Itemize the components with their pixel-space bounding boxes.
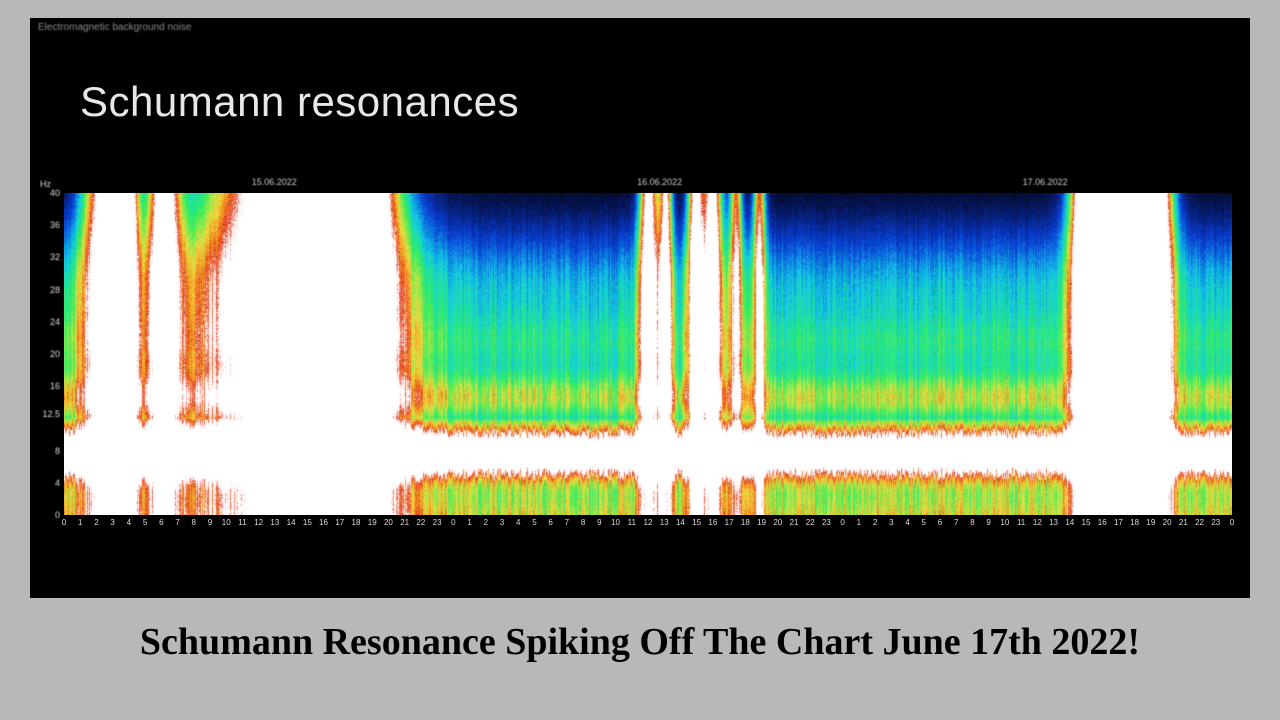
x-tick: 17 [725,518,734,527]
x-axis: 0123456789101112131415161718192021222301… [64,518,1232,532]
date-label: 17.06.2022 [1023,177,1068,187]
y-tick: 8 [55,446,60,456]
x-tick: 4 [127,518,131,527]
x-tick: 11 [1017,518,1025,527]
x-tick: 4 [905,518,909,527]
x-tick: 13 [660,518,669,527]
x-tick: 1 [78,518,82,527]
date-labels-row: 15.06.2022 16.06.2022 17.06.2022 [64,177,1232,191]
image-caption: Schumann Resonance Spiking Off The Chart… [0,620,1280,664]
x-tick: 18 [741,518,750,527]
y-tick: 40 [50,188,60,198]
x-tick: 20 [773,518,782,527]
x-tick: 0 [840,518,844,527]
x-tick: 21 [790,518,799,527]
y-tick: 0 [55,510,60,520]
x-tick: 8 [581,518,585,527]
x-tick: 8 [970,518,974,527]
chart-title: Schumann resonances [80,78,519,126]
x-tick: 11 [628,518,636,527]
x-tick: 0 [62,518,66,527]
x-tick: 14 [1065,518,1074,527]
x-tick: 3 [889,518,893,527]
spectrogram-region: Hz 15.06.202216.06.202217.06.2022 403632… [64,193,1232,558]
x-tick: 7 [175,518,179,527]
y-tick: 36 [50,220,60,230]
x-tick: 22 [806,518,815,527]
x-tick: 7 [565,518,569,527]
x-tick: 2 [873,518,877,527]
x-tick: 22 [1195,518,1204,527]
x-tick: 5 [532,518,536,527]
x-tick: 18 [352,518,361,527]
x-tick: 13 [270,518,279,527]
x-tick: 1 [467,518,471,527]
x-tick: 3 [500,518,504,527]
x-tick: 15 [692,518,701,527]
y-tick: 24 [50,317,60,327]
x-tick: 18 [1130,518,1139,527]
x-tick: 17 [1114,518,1123,527]
x-tick: 4 [516,518,520,527]
x-tick: 0 [1230,518,1234,527]
x-tick: 2 [484,518,488,527]
x-tick: 23 [822,518,831,527]
x-tick: 15 [303,518,312,527]
x-tick: 10 [1000,518,1009,527]
date-label: 15.06.2022 [252,177,297,187]
x-tick: 8 [192,518,196,527]
x-tick: 14 [676,518,685,527]
x-tick: 5 [143,518,147,527]
chart-frame: Electromagnetic background noise Schuman… [30,18,1250,598]
x-tick: 14 [287,518,296,527]
x-tick: 2 [94,518,98,527]
x-tick: 5 [922,518,926,527]
y-tick: 12.5 [42,409,60,419]
x-tick: 19 [1146,518,1155,527]
x-tick: 7 [954,518,958,527]
x-tick: 9 [208,518,212,527]
x-tick: 0 [451,518,455,527]
x-tick: 15 [1082,518,1091,527]
x-tick: 13 [1049,518,1058,527]
x-tick: 9 [597,518,601,527]
x-tick: 16 [1098,518,1107,527]
y-tick: 16 [50,381,60,391]
x-tick: 20 [384,518,393,527]
y-tick: 28 [50,285,60,295]
x-tick: 6 [548,518,552,527]
x-tick: 6 [938,518,942,527]
x-tick: 10 [222,518,231,527]
x-tick: 19 [368,518,377,527]
y-tick: 4 [55,478,60,488]
y-axis: 4036322824201612.5840 [36,193,62,515]
y-tick: 32 [50,252,60,262]
x-tick: 21 [1179,518,1188,527]
header-small-text: Electromagnetic background noise [38,22,191,33]
x-tick: 16 [708,518,717,527]
x-tick: 10 [611,518,620,527]
y-tick: 20 [50,349,60,359]
x-tick: 9 [986,518,990,527]
x-tick: 1 [857,518,861,527]
x-tick: 23 [433,518,442,527]
x-tick: 21 [400,518,409,527]
x-tick: 20 [1163,518,1172,527]
date-label: 16.06.2022 [637,177,682,187]
x-tick: 17 [335,518,344,527]
x-tick: 19 [757,518,766,527]
x-tick: 16 [319,518,328,527]
x-tick: 23 [1211,518,1220,527]
x-tick: 3 [110,518,114,527]
x-tick: 12 [644,518,653,527]
x-tick: 12 [254,518,263,527]
x-tick: 11 [238,518,246,527]
x-tick: 22 [416,518,425,527]
spectrogram-canvas [64,193,1232,515]
x-tick: 12 [1033,518,1042,527]
x-tick: 6 [159,518,163,527]
